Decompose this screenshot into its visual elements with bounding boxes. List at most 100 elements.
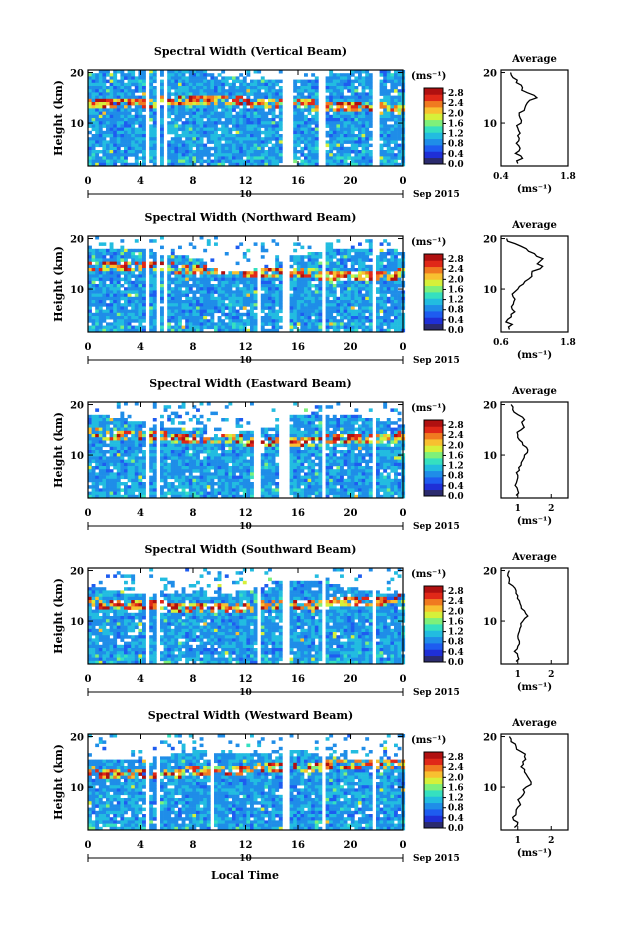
- heatmap-cell: [138, 280, 143, 285]
- heatmap-cell: [170, 118, 175, 122]
- heatmap-cell: [160, 443, 164, 448]
- heatmap-cell: [206, 124, 211, 128]
- heatmap-cell: [192, 284, 197, 288]
- heatmap-cell: [246, 127, 251, 132]
- heatmap-cell: [325, 82, 330, 87]
- heatmap-cell: [167, 325, 172, 330]
- heatmap-cell: [142, 421, 146, 425]
- heatmap-cell: [329, 143, 334, 148]
- heatmap-cell: [358, 156, 362, 160]
- heatmap-cell: [149, 316, 154, 320]
- heatmap-cell: [368, 73, 373, 77]
- heatmap-cell: [149, 488, 154, 492]
- heatmap-cell: [113, 450, 118, 454]
- heatmap-cell: [188, 462, 193, 467]
- heatmap-cell: [188, 242, 193, 246]
- heatmap-cell: [340, 156, 344, 160]
- heatmap-cell: [192, 134, 197, 138]
- heatmap-cell: [296, 290, 301, 294]
- heatmap-cell: [98, 322, 103, 326]
- heatmap-cell: [192, 89, 197, 93]
- heatmap-cell: [221, 446, 226, 451]
- heatmap-cell: [167, 319, 172, 323]
- heatmap-cell: [127, 277, 132, 282]
- heatmap-cell: [142, 306, 146, 310]
- heatmap-cell: [235, 309, 240, 314]
- heatmap-cell: [386, 73, 391, 77]
- heatmap-cell: [98, 242, 103, 246]
- heatmap-cell: [91, 414, 96, 419]
- heatmap-cell: [192, 111, 197, 116]
- heatmap-cell: [217, 293, 222, 298]
- heatmap-cell: [124, 127, 128, 132]
- heatmap-cell: [199, 475, 204, 480]
- heatmap-cell: [138, 114, 143, 119]
- heatmap-cell: [152, 86, 157, 90]
- heatmap-cell: [329, 255, 334, 259]
- heatmap-cell: [268, 290, 272, 294]
- heatmap-cell: [278, 287, 283, 291]
- heatmap-cell: [224, 322, 229, 326]
- heatmap-cell: [142, 118, 146, 122]
- colorbar-segment: [424, 311, 443, 318]
- heatmap-cell: [98, 76, 103, 80]
- heatmap-cell: [152, 402, 157, 406]
- heatmap-cell: [221, 434, 226, 438]
- heatmap-cell: [142, 146, 146, 151]
- heatmap-cell: [113, 248, 118, 253]
- heatmap-cell: [246, 150, 251, 154]
- heatmap-cell: [113, 127, 118, 132]
- heatmap-cell: [120, 424, 125, 428]
- heatmap-cell: [196, 280, 200, 285]
- heatmap-cell: [149, 446, 154, 451]
- heatmap-cell: [152, 124, 157, 128]
- heatmap-cell: [394, 82, 398, 87]
- heatmap-cell: [325, 114, 330, 119]
- heatmap-cell: [394, 277, 398, 282]
- heatmap-cell: [354, 121, 359, 125]
- heatmap-cell: [116, 258, 121, 262]
- heatmap-cell: [296, 255, 301, 259]
- heatmap-cell: [160, 475, 164, 480]
- heatmap-cell: [142, 153, 146, 157]
- heatmap-cell: [390, 146, 395, 151]
- heatmap-cell: [235, 137, 240, 141]
- heatmap-cell: [365, 137, 370, 141]
- heatmap-cell: [300, 127, 305, 132]
- heatmap-cell: [124, 319, 128, 323]
- heatmap-cell: [134, 114, 139, 119]
- heatmap-cell: [152, 475, 157, 480]
- heatmap-cell: [386, 268, 391, 272]
- heatmap-cell: [192, 456, 197, 460]
- heatmap-cell: [138, 322, 143, 326]
- heatmap-cell: [386, 127, 391, 132]
- heatmap-cell: [192, 309, 197, 314]
- heatmap-cell: [152, 462, 157, 467]
- heatmap-cell: [394, 156, 398, 160]
- heatmap-cell: [340, 264, 344, 269]
- heatmap-cell: [235, 316, 240, 320]
- heatmap-cell: [113, 466, 118, 470]
- heatmap-cell: [368, 303, 373, 307]
- heatmap-cell: [95, 268, 100, 272]
- heatmap-cell: [214, 277, 218, 282]
- heatmap-cell: [379, 300, 384, 304]
- heatmap-cell: [224, 146, 229, 151]
- heatmap-cell: [250, 134, 254, 138]
- heatmap-cell: [242, 121, 247, 125]
- heatmap-cell: [275, 127, 280, 132]
- heatmap-cell: [275, 124, 280, 128]
- heatmap-cell: [113, 258, 118, 262]
- heatmap-cell: [131, 162, 136, 167]
- heatmap-cell: [127, 134, 132, 138]
- heatmap-cell: [336, 143, 341, 148]
- heatmap-cell: [131, 303, 136, 307]
- heatmap-cell: [217, 466, 222, 470]
- heatmap-cell: [214, 162, 218, 167]
- heatmap-cell: [116, 472, 121, 476]
- heatmap-cell: [354, 111, 359, 116]
- heatmap-cell: [224, 130, 229, 135]
- heatmap-cell: [131, 427, 136, 432]
- heatmap-cell: [217, 153, 222, 157]
- heatmap-cell: [120, 264, 125, 269]
